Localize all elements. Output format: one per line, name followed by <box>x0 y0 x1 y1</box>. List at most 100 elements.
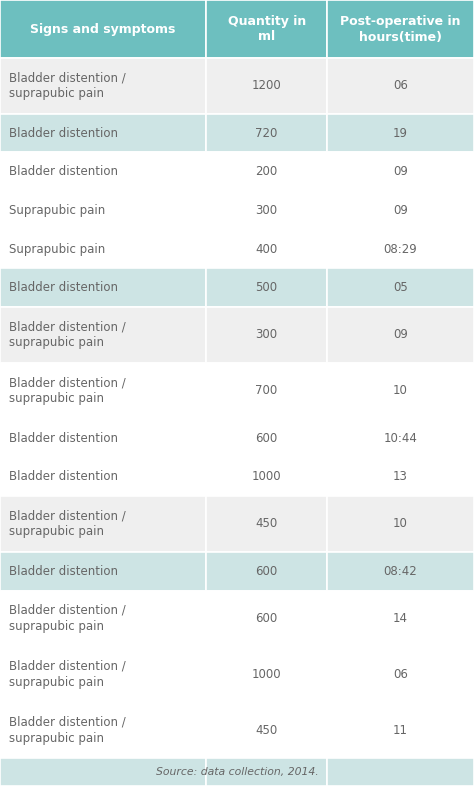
Text: 450: 450 <box>255 724 278 736</box>
FancyBboxPatch shape <box>327 363 474 419</box>
Text: Bladder distention /
suprapubic pain: Bladder distention / suprapubic pain <box>9 509 125 538</box>
FancyBboxPatch shape <box>327 269 474 307</box>
FancyBboxPatch shape <box>206 152 327 191</box>
Text: 600: 600 <box>255 564 278 578</box>
FancyBboxPatch shape <box>327 307 474 363</box>
FancyBboxPatch shape <box>0 152 206 191</box>
FancyBboxPatch shape <box>0 590 206 646</box>
FancyBboxPatch shape <box>206 419 327 457</box>
FancyBboxPatch shape <box>327 58 474 114</box>
FancyBboxPatch shape <box>0 363 206 419</box>
Text: 09: 09 <box>393 165 408 178</box>
FancyBboxPatch shape <box>327 230 474 269</box>
FancyBboxPatch shape <box>206 646 327 702</box>
Text: Bladder distention: Bladder distention <box>9 432 118 445</box>
Text: 10: 10 <box>393 384 408 397</box>
Text: Bladder distention: Bladder distention <box>9 165 118 178</box>
FancyBboxPatch shape <box>0 552 206 590</box>
FancyBboxPatch shape <box>206 269 327 307</box>
Text: 09: 09 <box>393 204 408 217</box>
Text: 14: 14 <box>393 612 408 625</box>
Text: 1000: 1000 <box>252 470 282 483</box>
FancyBboxPatch shape <box>327 552 474 590</box>
Text: Suprapubic pain: Suprapubic pain <box>9 243 105 255</box>
Text: 1200: 1200 <box>252 79 282 93</box>
FancyBboxPatch shape <box>206 0 327 58</box>
FancyBboxPatch shape <box>206 307 327 363</box>
FancyBboxPatch shape <box>206 457 327 496</box>
Text: Post-operative in
hours(time): Post-operative in hours(time) <box>340 14 461 43</box>
Text: Bladder distention: Bladder distention <box>9 470 118 483</box>
Text: Bladder distention /
suprapubic pain: Bladder distention / suprapubic pain <box>9 604 125 633</box>
Text: Signs and symptoms: Signs and symptoms <box>30 23 176 35</box>
FancyBboxPatch shape <box>206 58 327 114</box>
Text: 11: 11 <box>393 724 408 736</box>
FancyBboxPatch shape <box>327 758 474 786</box>
Text: Bladder distention: Bladder distention <box>9 281 118 294</box>
FancyBboxPatch shape <box>206 758 327 786</box>
FancyBboxPatch shape <box>0 307 206 363</box>
Text: 300: 300 <box>255 204 278 217</box>
Text: Bladder distention: Bladder distention <box>9 564 118 578</box>
FancyBboxPatch shape <box>327 152 474 191</box>
FancyBboxPatch shape <box>327 191 474 230</box>
Text: 19: 19 <box>393 127 408 140</box>
FancyBboxPatch shape <box>0 191 206 230</box>
Text: 720: 720 <box>255 127 278 140</box>
Text: 05: 05 <box>393 281 408 294</box>
Text: Bladder distention /
suprapubic pain: Bladder distention / suprapubic pain <box>9 72 125 101</box>
FancyBboxPatch shape <box>0 496 206 552</box>
FancyBboxPatch shape <box>206 552 327 590</box>
FancyBboxPatch shape <box>0 58 206 114</box>
Text: 06: 06 <box>393 79 408 93</box>
Text: 08:29: 08:29 <box>383 243 418 255</box>
Text: Quantity in
ml: Quantity in ml <box>228 14 306 43</box>
Text: Suprapubic pain: Suprapubic pain <box>9 204 105 217</box>
Text: 200: 200 <box>255 165 278 178</box>
FancyBboxPatch shape <box>206 590 327 646</box>
Text: 450: 450 <box>255 517 278 531</box>
FancyBboxPatch shape <box>0 269 206 307</box>
FancyBboxPatch shape <box>206 702 327 758</box>
Text: 10:44: 10:44 <box>383 432 418 445</box>
FancyBboxPatch shape <box>206 230 327 269</box>
FancyBboxPatch shape <box>0 0 206 58</box>
FancyBboxPatch shape <box>327 496 474 552</box>
Text: 600: 600 <box>255 432 278 445</box>
Text: 1000: 1000 <box>252 668 282 681</box>
Text: 10: 10 <box>393 517 408 531</box>
Text: Bladder distention: Bladder distention <box>9 127 118 140</box>
FancyBboxPatch shape <box>0 114 206 152</box>
Text: 06: 06 <box>393 668 408 681</box>
FancyBboxPatch shape <box>206 191 327 230</box>
Text: 300: 300 <box>255 329 278 341</box>
FancyBboxPatch shape <box>0 419 206 457</box>
FancyBboxPatch shape <box>327 457 474 496</box>
FancyBboxPatch shape <box>0 758 206 786</box>
Text: Source: data collection, 2014.: Source: data collection, 2014. <box>155 767 319 777</box>
Text: 400: 400 <box>255 243 278 255</box>
FancyBboxPatch shape <box>327 646 474 702</box>
FancyBboxPatch shape <box>0 646 206 702</box>
Text: 13: 13 <box>393 470 408 483</box>
FancyBboxPatch shape <box>0 457 206 496</box>
FancyBboxPatch shape <box>206 114 327 152</box>
FancyBboxPatch shape <box>0 230 206 269</box>
Text: Bladder distention /
suprapubic pain: Bladder distention / suprapubic pain <box>9 659 125 689</box>
FancyBboxPatch shape <box>327 114 474 152</box>
FancyBboxPatch shape <box>0 702 206 758</box>
FancyBboxPatch shape <box>206 496 327 552</box>
Text: 500: 500 <box>255 281 278 294</box>
Text: 09: 09 <box>393 329 408 341</box>
Text: Bladder distention /
suprapubic pain: Bladder distention / suprapubic pain <box>9 376 125 406</box>
FancyBboxPatch shape <box>327 590 474 646</box>
FancyBboxPatch shape <box>327 419 474 457</box>
FancyBboxPatch shape <box>327 0 474 58</box>
FancyBboxPatch shape <box>206 363 327 419</box>
Text: 600: 600 <box>255 612 278 625</box>
Text: 700: 700 <box>255 384 278 397</box>
Text: Bladder distention /
suprapubic pain: Bladder distention / suprapubic pain <box>9 715 125 744</box>
Text: 08:42: 08:42 <box>383 564 418 578</box>
Text: Bladder distention /
suprapubic pain: Bladder distention / suprapubic pain <box>9 321 125 350</box>
FancyBboxPatch shape <box>327 702 474 758</box>
